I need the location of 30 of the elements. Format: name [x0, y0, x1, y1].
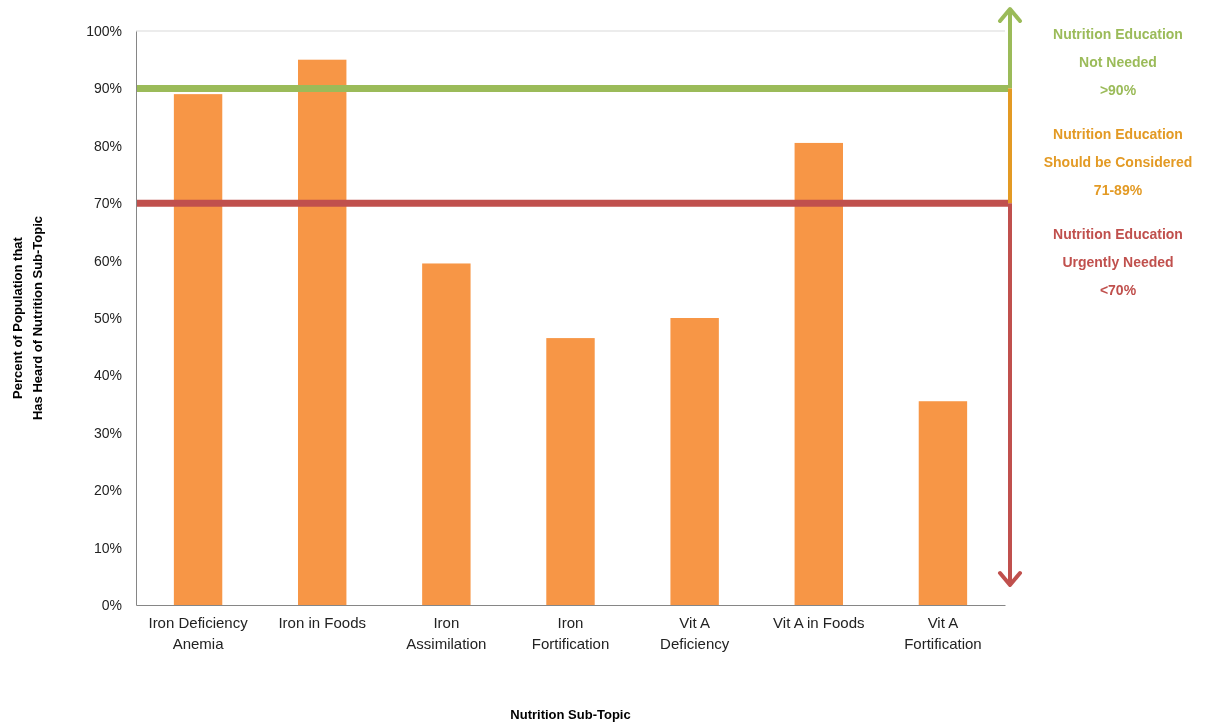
- y-tick-label: 0%: [101, 596, 122, 613]
- text: Nutrition Education Not Needed >90%: [1053, 26, 1183, 98]
- y-tick-label: 60%: [93, 252, 122, 269]
- y-axis-title: Percent of Population that Has Heard of Nutrition Sub-Topic: [10, 215, 45, 421]
- bar: [546, 338, 595, 605]
- bar: [794, 142, 843, 605]
- x-axis-title: Nutrition Sub-Topic: [510, 707, 631, 722]
- bar: [298, 59, 347, 605]
- x-tick-label: Vit A Deficiency: [660, 613, 730, 653]
- y-tick-label: 50%: [93, 309, 122, 326]
- text: Nutrition Education Should be Considered 71-89%: [1043, 126, 1193, 198]
- x-tick-label: Iron Assimilation: [406, 613, 487, 653]
- text: Nutrition Education Urgently Needed <70%: [1053, 226, 1183, 298]
- bar: [670, 318, 719, 605]
- y-tick-label: 40%: [93, 367, 122, 384]
- y-tick-label: 20%: [93, 482, 122, 499]
- x-tick-label: Iron Fortification: [531, 613, 610, 653]
- y-tick-label: 90%: [93, 80, 122, 97]
- x-tick-label: Iron in Foods: [278, 613, 366, 631]
- bar: [422, 263, 471, 605]
- y-tick-label: 30%: [93, 424, 122, 441]
- x-tick-label: Vit A Fortification: [904, 613, 982, 653]
- x-tick-label: Vit A in Foods: [773, 613, 865, 631]
- y-tick-label: 100%: [86, 22, 122, 39]
- bar: [918, 401, 968, 605]
- bar: [173, 94, 223, 605]
- x-tick-label: Iron Deficiency Anemia: [148, 613, 249, 653]
- y-tick-label: 10%: [93, 539, 122, 556]
- y-tick-label: 70%: [93, 195, 122, 212]
- y-tick-label: 80%: [93, 137, 122, 154]
